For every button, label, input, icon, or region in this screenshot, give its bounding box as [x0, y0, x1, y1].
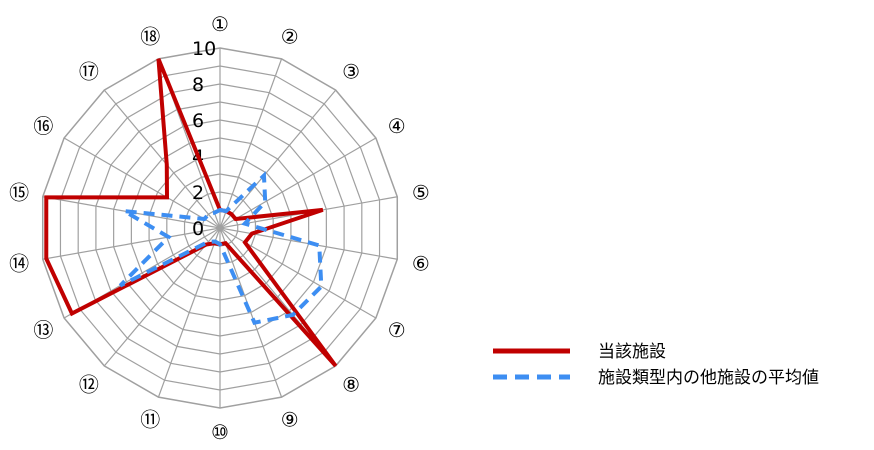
category-labels: ① ② ③ ④ ⑤ ⑥ ⑦ ⑧ ⑨ ⑩ ⑪ ⑫ ⑬ ⑭ ⑮ ⑯ ⑰ ⑱ — [9, 12, 430, 444]
grid-spoke — [219, 89, 337, 229]
tick-label: 10 — [192, 38, 216, 60]
legend-label-series-2: 施設類型内の他施設の平均値 — [598, 368, 819, 388]
category-label: ② — [281, 24, 299, 48]
grid-spoke — [219, 227, 283, 398]
series-line-2 — [118, 171, 324, 326]
tick-label: 6 — [192, 110, 204, 132]
radar-grid — [41, 47, 399, 409]
category-label: ⑬ — [33, 318, 53, 342]
tick-label: 8 — [192, 74, 204, 96]
category-label: ⑰ — [79, 60, 99, 84]
category-label: ⑱ — [140, 24, 160, 48]
grid-spoke — [103, 89, 221, 229]
category-label: ③ — [342, 60, 360, 84]
category-label: ⑪ — [140, 408, 160, 432]
grid-spoke — [63, 137, 221, 229]
data-series — [44, 58, 338, 368]
grid-spoke — [157, 227, 221, 398]
category-label: ⑮ — [9, 181, 29, 205]
category-label: ⑫ — [79, 372, 99, 396]
category-label: ① — [211, 12, 229, 36]
category-label: ⑯ — [33, 114, 53, 138]
grid-spoke — [219, 137, 377, 229]
category-label: ⑧ — [342, 372, 360, 396]
category-label: ⑤ — [412, 181, 430, 205]
category-label: ④ — [388, 114, 406, 138]
category-label: ⑩ — [211, 420, 229, 444]
tick-label: 2 — [192, 182, 204, 204]
legend-label-series-1: 当該施設 — [598, 342, 666, 362]
category-label: ⑨ — [281, 408, 299, 432]
category-label: ⑦ — [388, 318, 406, 342]
category-label: ⑥ — [412, 251, 430, 275]
tick-label: 0 — [192, 218, 204, 240]
grid-spoke — [219, 58, 283, 229]
grid-spoke — [42, 227, 221, 260]
legend: 当該施設 施設類型内の他施設の平均値 — [493, 342, 819, 388]
grid-spoke — [103, 227, 221, 367]
series-line-1 — [44, 58, 338, 368]
category-label: ⑭ — [9, 251, 29, 275]
